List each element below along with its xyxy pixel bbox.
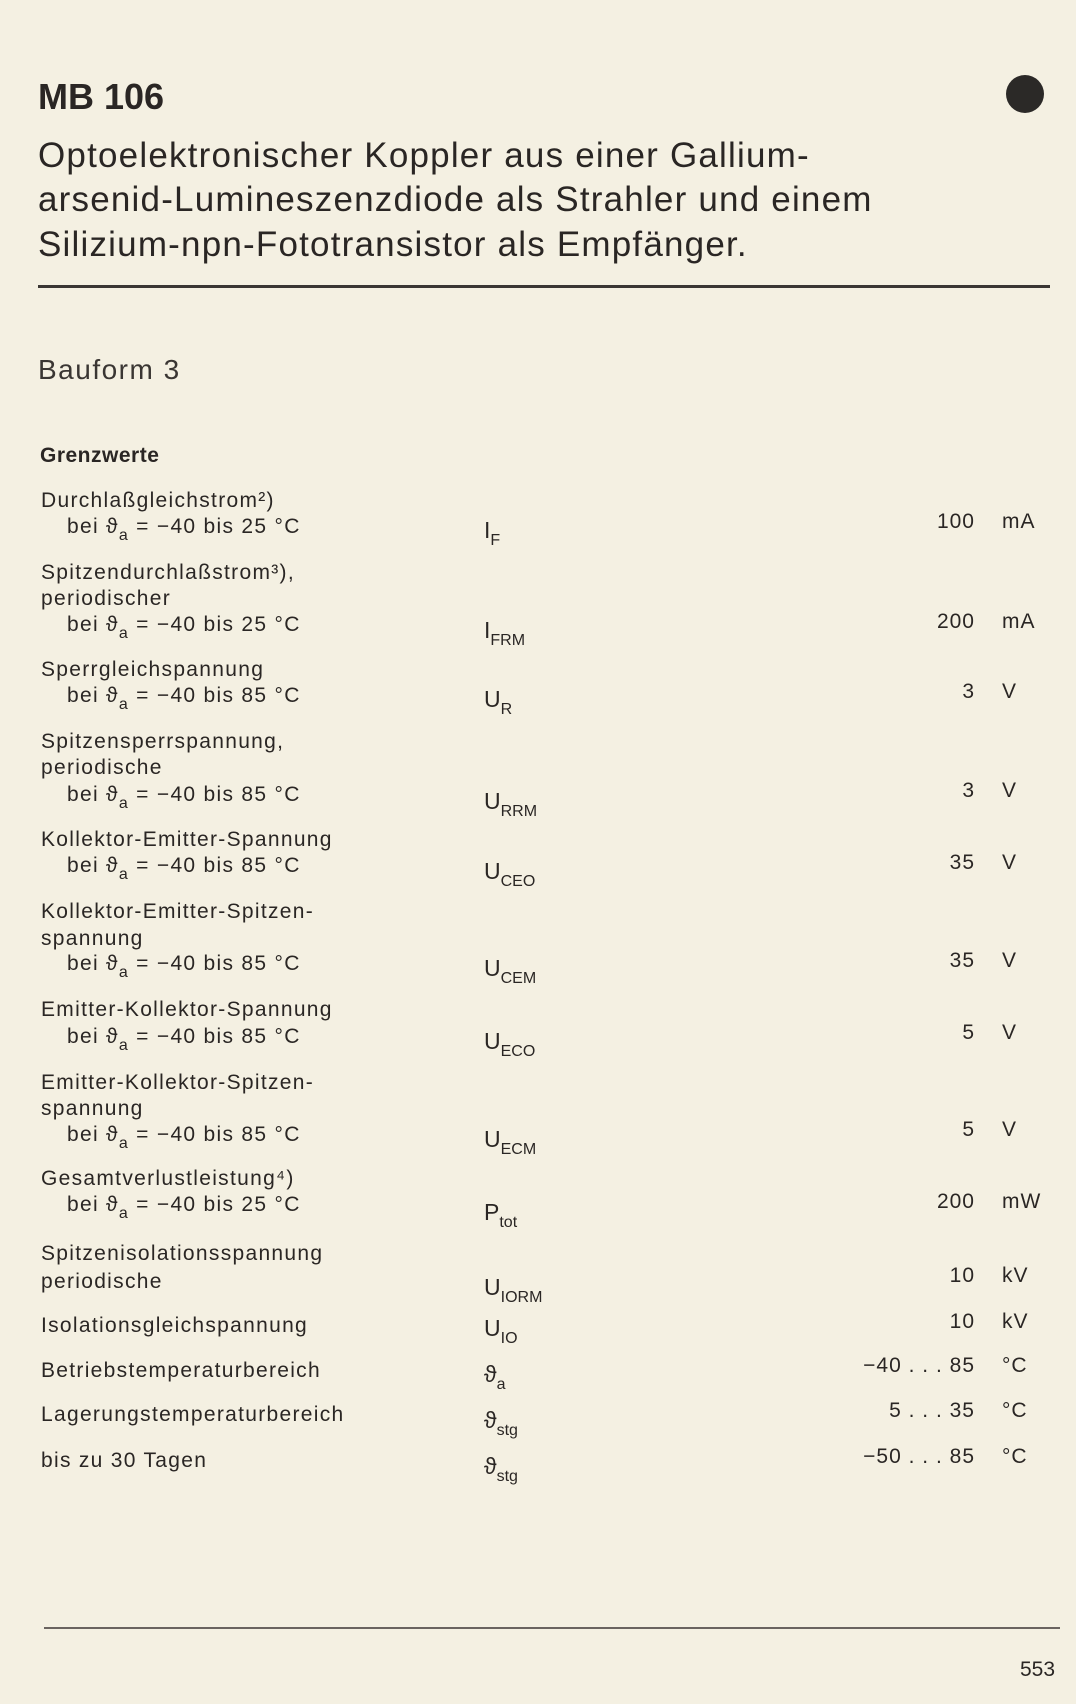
parameter-symbol: UECO (484, 1028, 536, 1060)
parameter-symbol: UR (484, 686, 513, 718)
parameter-value: −40 . . . 85 (863, 1354, 975, 1377)
parameter-value: 5 (962, 1118, 975, 1141)
condition-label: bei ϑa = −40 bis 85 °C (67, 783, 301, 812)
parameter-value: 35 (949, 949, 975, 972)
description-line: Silizium-npn-Fototransistor als Empfänge… (38, 225, 748, 264)
page-number: 553 (1020, 1658, 1056, 1681)
parameter-symbol: Ptot (484, 1199, 518, 1231)
filled-circle-icon (1006, 75, 1044, 113)
parameter-label: Isolationsgleichspannung (41, 1314, 309, 1337)
page-title: MB 106 (38, 76, 165, 117)
parameter-value: 3 (962, 680, 975, 703)
parameter-value: 200 (936, 1190, 975, 1213)
parameter-unit: mW (1002, 1190, 1042, 1213)
condition-label: bei ϑa = −40 bis 25 °C (67, 1193, 301, 1222)
parameter-symbol: ϑstg (484, 1453, 518, 1485)
parameter-label: periodische (41, 756, 163, 779)
parameter-unit: kV (1002, 1264, 1029, 1287)
parameter-value: 3 (962, 779, 975, 802)
footer-divider (44, 1627, 1060, 1629)
parameter-value: 200 (936, 610, 975, 633)
parameter-label: Durchlaßgleichstrom²) (41, 489, 275, 512)
parameter-label: Spitzenisolationsspannung (41, 1242, 324, 1265)
condition-label: bei ϑa = −40 bis 25 °C (67, 613, 301, 642)
parameter-label: Betriebstemperaturbereich (41, 1359, 321, 1382)
parameter-symbol: UECM (484, 1126, 537, 1158)
parameter-label: periodische (41, 1270, 163, 1293)
parameter-value: 100 (936, 510, 975, 533)
parameter-label: Sperrgleichspannung (41, 658, 265, 681)
condition-label: bei ϑa = −40 bis 85 °C (67, 854, 301, 883)
condition-label: bei ϑa = −40 bis 25 °C (67, 515, 301, 544)
parameter-label: Gesamtverlustleistung⁴) (41, 1167, 295, 1190)
package-type: Bauform 3 (38, 354, 181, 385)
condition-label: bei ϑa = −40 bis 85 °C (67, 1025, 301, 1054)
section-title: Grenzwerte (40, 444, 160, 467)
parameter-unit: °C (1002, 1354, 1028, 1377)
parameter-unit: V (1002, 1021, 1018, 1044)
parameter-symbol: UIO (484, 1315, 518, 1347)
parameter-label: Emitter-Kollektor-Spannung (41, 998, 333, 1021)
parameter-label: bis zu 30 Tagen (41, 1449, 208, 1472)
parameter-value: 10 (949, 1264, 975, 1287)
parameter-unit: °C (1002, 1399, 1028, 1422)
condition-label: bei ϑa = −40 bis 85 °C (67, 1123, 301, 1152)
parameter-unit: V (1002, 949, 1018, 972)
description-line: arsenid-Lumineszenzdiode als Strahler un… (38, 180, 873, 219)
parameter-unit: V (1002, 779, 1018, 802)
parameter-value: −50 . . . 85 (863, 1445, 975, 1468)
parameter-unit: mA (1002, 510, 1036, 533)
parameter-label: spannung (41, 927, 144, 950)
parameter-symbol: UCEO (484, 858, 536, 890)
parameter-symbol: IFRM (484, 617, 526, 649)
parameter-label: Spitzensperrspannung, (41, 730, 285, 753)
parameter-value: 10 (949, 1310, 975, 1333)
parameter-unit: V (1002, 851, 1018, 874)
parameter-label: periodischer (41, 587, 171, 610)
parameter-symbol: IF (484, 517, 501, 549)
parameter-unit: °C (1002, 1445, 1028, 1468)
parameter-label: Spitzendurchlaßstrom³), (41, 561, 295, 584)
parameter-label: spannung (41, 1097, 144, 1120)
parameter-symbol: ϑstg (484, 1407, 518, 1439)
parameter-label: Emitter-Kollektor-Spitzen- (41, 1071, 315, 1094)
parameter-value: 35 (949, 851, 975, 874)
parameter-value: 5 (962, 1021, 975, 1044)
parameter-unit: kV (1002, 1310, 1029, 1333)
parameter-label: Kollektor-Emitter-Spitzen- (41, 900, 315, 923)
parameter-symbol: URRM (484, 788, 538, 820)
parameter-unit: V (1002, 1118, 1018, 1141)
condition-label: bei ϑa = −40 bis 85 °C (67, 952, 301, 981)
description-line: Optoelektronischer Koppler aus einer Gal… (38, 136, 810, 175)
parameter-symbol: ϑa (484, 1361, 506, 1393)
divider (38, 285, 1050, 288)
condition-label: bei ϑa = −40 bis 85 °C (67, 684, 301, 713)
parameter-unit: mA (1002, 610, 1036, 633)
parameter-unit: V (1002, 680, 1018, 703)
parameter-value: 5 . . . 35 (889, 1399, 975, 1422)
parameter-symbol: UCEM (484, 955, 537, 987)
parameter-label: Lagerungstemperaturbereich (41, 1403, 345, 1426)
parameter-label: Kollektor-Emitter-Spannung (41, 828, 333, 851)
parameter-symbol: UIORM (484, 1274, 543, 1306)
